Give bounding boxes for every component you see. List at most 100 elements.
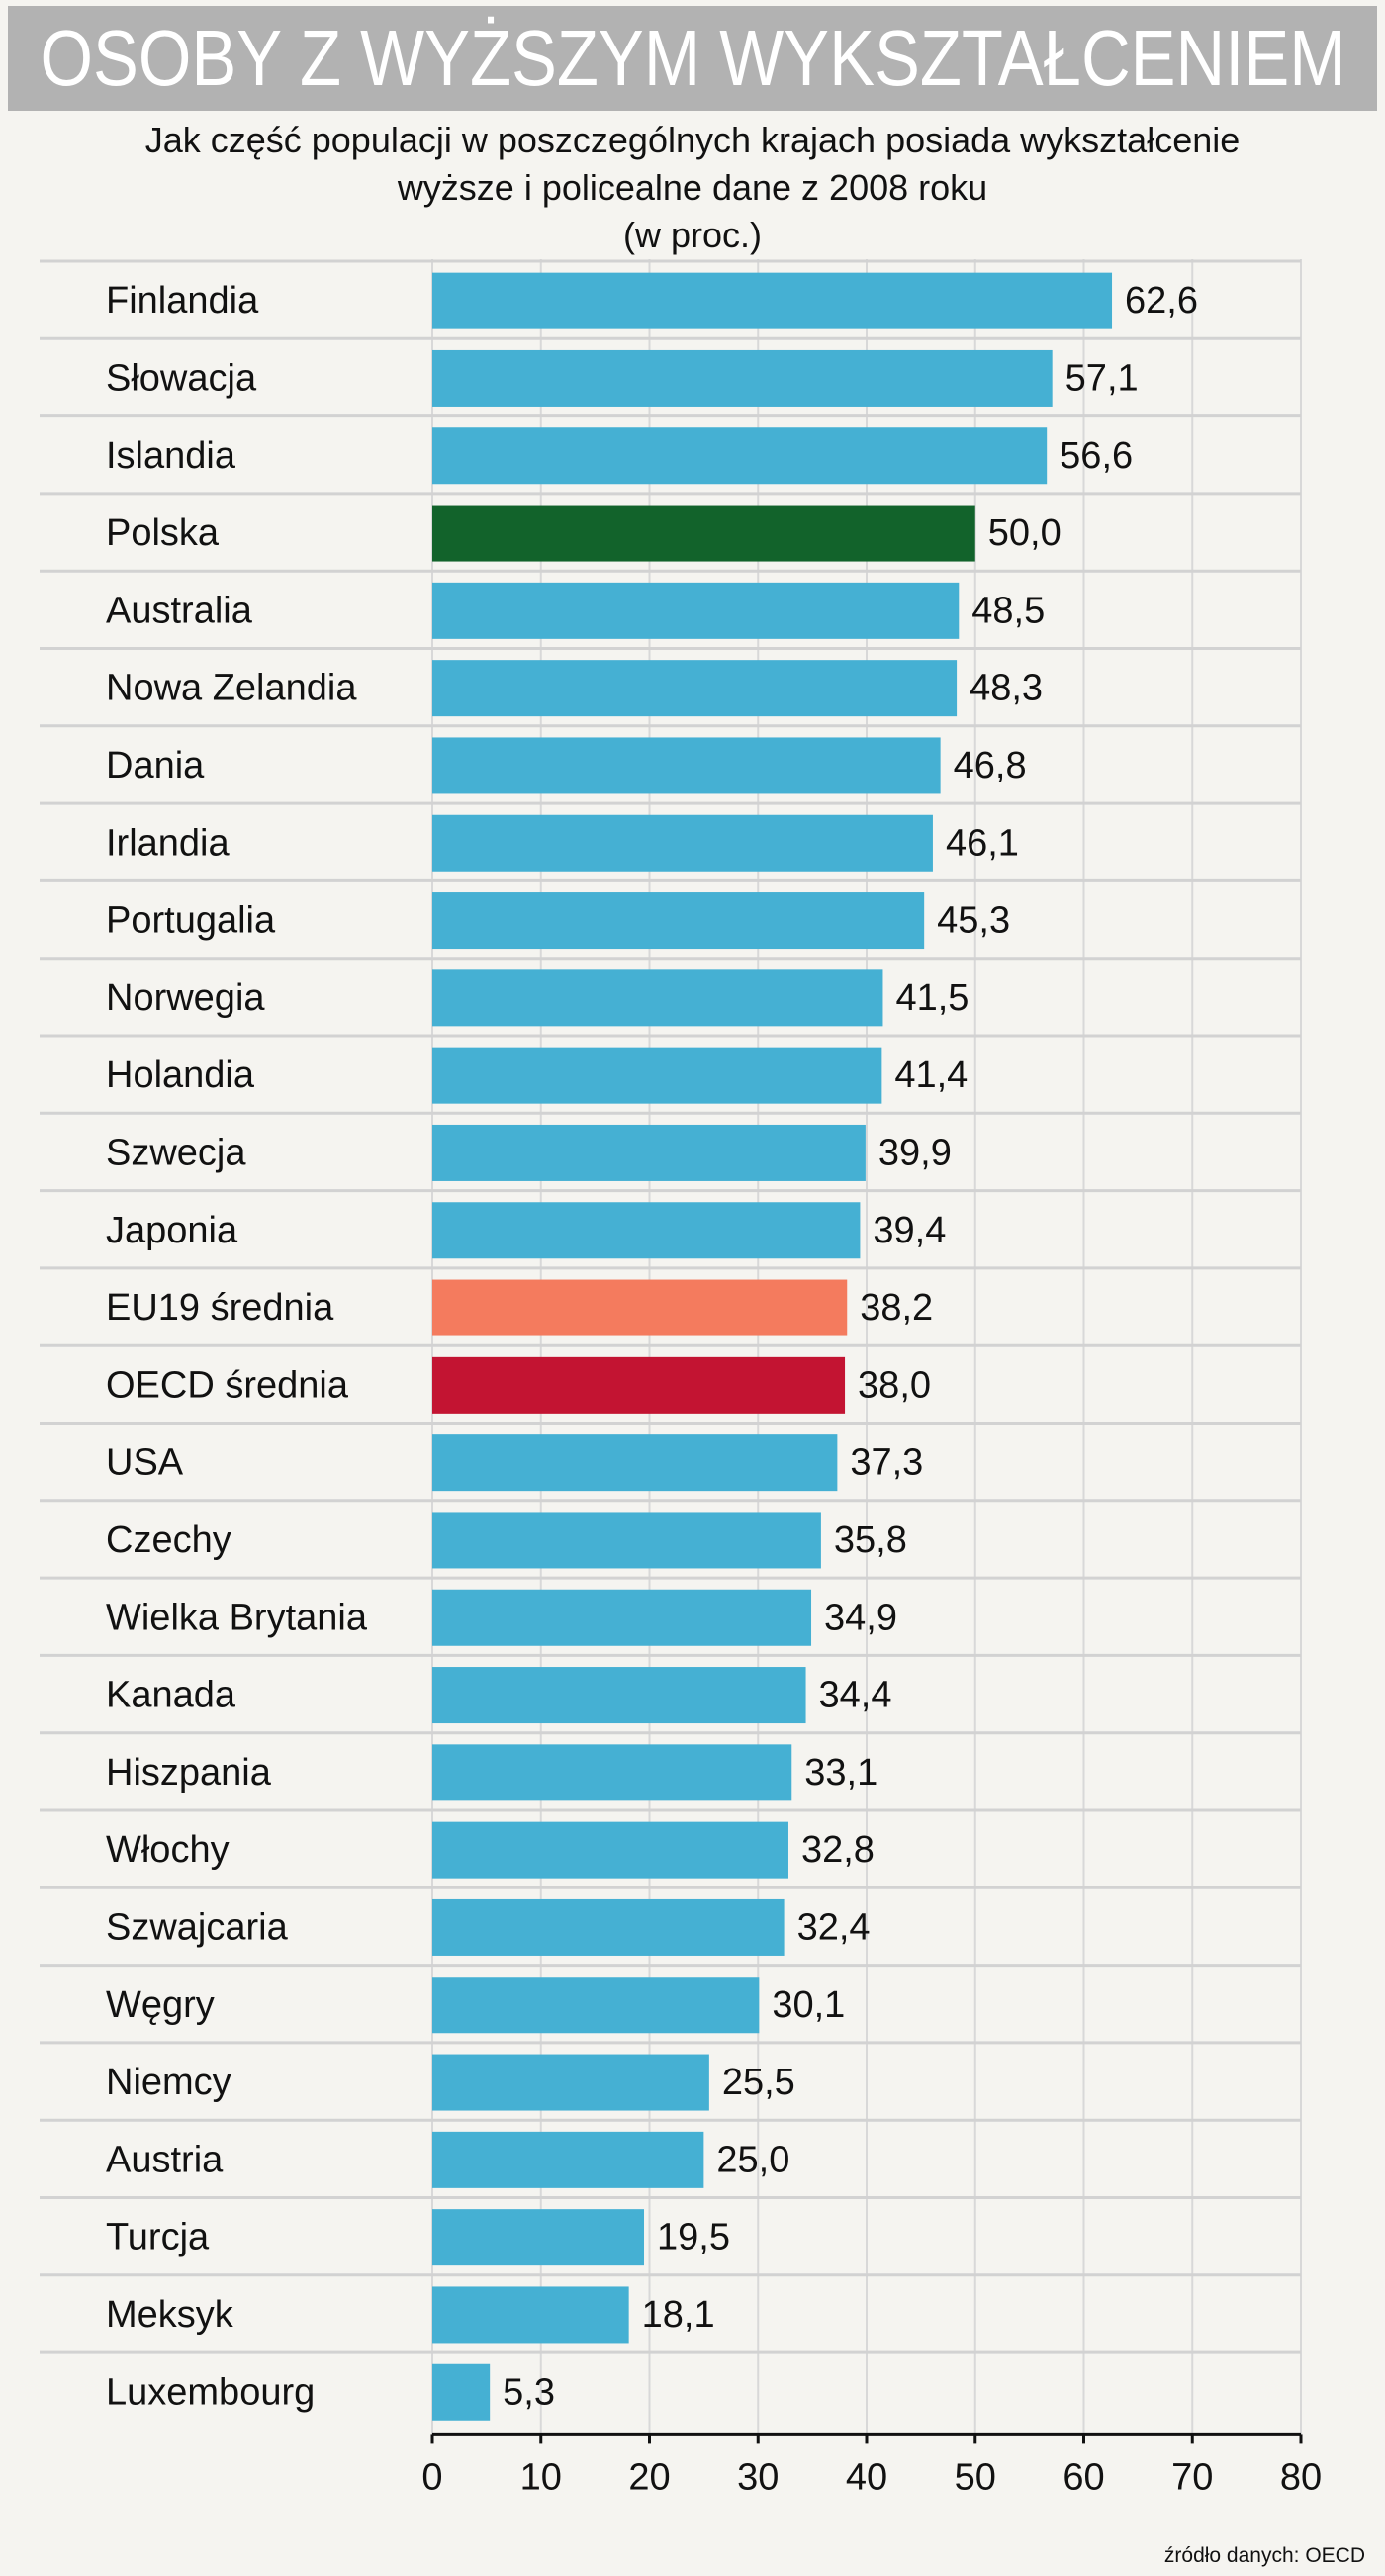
value-label: 48,3 <box>970 668 1043 709</box>
value-label: 41,4 <box>894 1055 968 1096</box>
bar <box>432 1434 838 1492</box>
value-label: 50,0 <box>988 512 1062 554</box>
category-label: OECD średnia <box>106 1364 349 1406</box>
value-label: 19,5 <box>657 2217 730 2258</box>
category-label: Portugalia <box>106 900 276 942</box>
category-label: Węgry <box>106 1984 215 2026</box>
bar <box>432 1202 861 1259</box>
title-bar: OSOBY Z WYŻSZYM WYKSZTAŁCENIEM <box>8 6 1377 111</box>
value-label: 62,6 <box>1125 280 1198 322</box>
category-label: Norwegia <box>106 977 265 1019</box>
bar <box>432 1898 785 1956</box>
category-label: Turcja <box>106 2217 210 2258</box>
category-label: Czechy <box>106 1519 231 1561</box>
bar <box>432 1667 806 1724</box>
x-tick-label: 20 <box>628 2456 670 2498</box>
x-tick-label: 10 <box>520 2456 562 2498</box>
category-label: Luxembourg <box>106 2371 315 2413</box>
x-tick-label: 70 <box>1171 2456 1213 2498</box>
category-label: Wielka Brytania <box>106 1597 368 1638</box>
category-label: USA <box>106 1442 184 1484</box>
x-tick-label: 60 <box>1062 2456 1104 2498</box>
bar <box>432 737 941 794</box>
value-label: 32,8 <box>801 1829 875 1871</box>
bar <box>432 272 1113 329</box>
chart-subtitle: Jak część populacji w poszczególnych kra… <box>0 117 1385 259</box>
value-label: 33,1 <box>804 1752 877 1794</box>
bar <box>432 892 925 950</box>
value-label: 34,9 <box>824 1597 897 1638</box>
category-label: Japonia <box>106 1210 238 1251</box>
bar <box>432 1279 848 1336</box>
category-label: Finlandia <box>106 280 259 322</box>
value-label: 48,5 <box>971 590 1045 631</box>
category-label: Słowacja <box>106 357 257 399</box>
value-label: 34,4 <box>819 1675 892 1716</box>
category-label: Szwecja <box>106 1132 246 1173</box>
x-tick-label: 0 <box>421 2456 442 2498</box>
category-label: Nowa Zelandia <box>106 668 357 709</box>
bar <box>432 969 883 1027</box>
category-label: Szwajcaria <box>106 1906 289 1948</box>
category-label: Austria <box>106 2139 224 2180</box>
bar <box>432 2054 709 2111</box>
bar <box>432 660 958 717</box>
bar <box>432 582 960 639</box>
bar <box>432 2286 629 2344</box>
bar <box>432 1821 788 1879</box>
subtitle-line-3: (w proc.) <box>622 215 762 255</box>
value-label: 56,6 <box>1060 435 1133 477</box>
value-label: 37,3 <box>850 1442 923 1484</box>
category-label: Hiszpania <box>106 1752 272 1794</box>
bar <box>432 1124 866 1181</box>
value-label: 45,3 <box>937 900 1010 942</box>
category-label: Niemcy <box>106 2062 231 2103</box>
source-note: źródło danych: OECD <box>1163 2544 1365 2567</box>
bar <box>432 814 933 872</box>
category-label: Islandia <box>106 435 236 477</box>
bar <box>432 2363 491 2421</box>
subtitle-line-2: wyższe i policealne dane z 2008 roku <box>397 167 988 208</box>
category-label: Włochy <box>106 1829 230 1871</box>
category-label: Australia <box>106 590 253 631</box>
bar <box>432 1589 812 1646</box>
bar <box>432 1744 792 1801</box>
value-label: 57,1 <box>1065 357 1139 399</box>
value-label: 5,3 <box>503 2371 555 2413</box>
category-label: Irlandia <box>106 822 230 864</box>
x-tick-label: 50 <box>955 2456 996 2498</box>
bar <box>432 505 975 562</box>
category-label: Polska <box>106 512 220 554</box>
category-label: Dania <box>106 745 205 786</box>
x-tick-label: 40 <box>846 2456 887 2498</box>
value-label: 39,4 <box>873 1210 946 1251</box>
x-tick-label: 80 <box>1280 2456 1322 2498</box>
bar <box>432 2209 645 2266</box>
value-label: 25,0 <box>716 2139 789 2180</box>
chart-title: OSOBY Z WYŻSZYM WYKSZTAŁCENIEM <box>39 14 1346 102</box>
value-label: 38,0 <box>858 1364 931 1406</box>
value-label: 35,8 <box>834 1519 907 1561</box>
bar <box>432 427 1048 485</box>
category-label: Kanada <box>106 1675 236 1716</box>
x-tick-label: 30 <box>737 2456 779 2498</box>
value-label: 18,1 <box>642 2294 715 2336</box>
value-label: 30,1 <box>772 1984 845 2026</box>
category-label: EU19 średnia <box>106 1287 334 1329</box>
bar <box>432 349 1053 407</box>
value-label: 38,2 <box>860 1287 933 1329</box>
value-label: 25,5 <box>722 2062 795 2103</box>
subtitle-line-1: Jak część populacji w poszczególnych kra… <box>144 120 1241 160</box>
value-label: 41,5 <box>895 977 969 1019</box>
category-label: Meksyk <box>106 2294 234 2336</box>
bar <box>432 1977 760 2034</box>
value-label: 46,1 <box>946 822 1019 864</box>
value-label: 46,8 <box>954 745 1027 786</box>
bar <box>432 2131 704 2188</box>
bar <box>432 1356 846 1414</box>
value-label: 39,9 <box>878 1132 952 1173</box>
category-label: Holandia <box>106 1055 255 1096</box>
bar <box>432 1512 821 1569</box>
value-label: 32,4 <box>797 1906 871 1948</box>
